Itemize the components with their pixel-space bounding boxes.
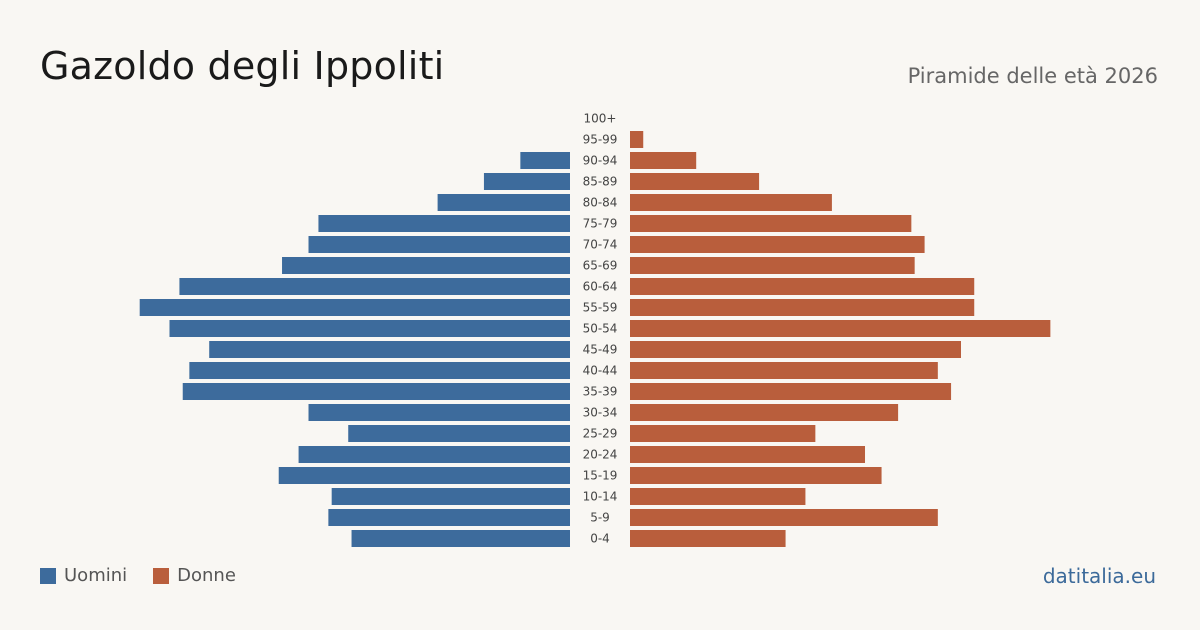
bar-women-45-49 (630, 341, 961, 358)
age-label-20-24: 20-24 (583, 448, 618, 462)
age-label-85-89: 85-89 (583, 175, 618, 189)
bar-women-15-19 (630, 467, 882, 484)
chart-subtitle: Piramide delle età 2026 (907, 64, 1158, 88)
age-label-30-34: 30-34 (583, 406, 618, 420)
bar-men-30-34 (308, 404, 570, 421)
bar-women-10-14 (630, 488, 806, 505)
bar-men-35-39 (182, 383, 571, 400)
age-label-70-74: 70-74 (583, 238, 618, 252)
bar-women-65-69 (630, 257, 915, 274)
bar-men-70-74 (308, 236, 570, 253)
bar-women-80-84 (630, 194, 832, 211)
bar-men-15-19 (278, 467, 570, 484)
age-label-90-94: 90-94 (583, 154, 618, 168)
legend-item-men: Uomini (40, 565, 127, 586)
age-label-80-84: 80-84 (583, 196, 618, 210)
legend-label-men: Uomini (64, 565, 128, 586)
age-label-35-39: 35-39 (583, 385, 618, 399)
bar-women-50-54 (630, 320, 1051, 337)
bar-women-35-39 (630, 383, 952, 400)
bar-men-90-94 (520, 152, 570, 169)
bar-men-5-9 (328, 509, 570, 526)
bar-men-25-29 (348, 425, 570, 442)
bar-men-75-79 (318, 215, 570, 232)
source-link[interactable]: datitalia.eu (1042, 564, 1156, 588)
age-label-25-29: 25-29 (583, 427, 618, 441)
age-label-65-69: 65-69 (583, 259, 618, 273)
bar-women-55-59 (630, 299, 975, 316)
bar-women-95-99 (630, 131, 644, 148)
legend-label-women: Donne (177, 565, 236, 586)
age-label-45-49: 45-49 (583, 343, 618, 357)
bar-women-60-64 (630, 278, 975, 295)
bar-women-75-79 (630, 215, 912, 232)
bar-women-20-24 (630, 446, 866, 463)
bar-women-25-29 (630, 425, 816, 442)
bar-men-80-84 (437, 194, 570, 211)
age-label-5-9: 5-9 (590, 511, 610, 525)
chart-title: Gazoldo degli Ippoliti (40, 44, 445, 88)
bar-men-85-89 (483, 173, 570, 190)
bar-women-85-89 (630, 173, 760, 190)
bar-men-10-14 (331, 488, 570, 505)
legend: Uomini Donne (40, 565, 262, 586)
bar-women-90-94 (630, 152, 697, 169)
age-label-0-4: 0-4 (590, 532, 610, 546)
age-label-95-99: 95-99 (583, 133, 618, 147)
bar-men-45-49 (209, 341, 570, 358)
bar-men-50-54 (169, 320, 571, 337)
legend-swatch-women (153, 567, 170, 584)
bar-women-30-34 (630, 404, 899, 421)
bar-men-60-64 (179, 278, 571, 295)
bar-men-65-69 (282, 257, 570, 274)
age-label-60-64: 60-64 (583, 280, 618, 294)
age-label-10-14: 10-14 (583, 490, 618, 504)
bar-women-0-4 (630, 530, 786, 547)
age-label-55-59: 55-59 (583, 301, 618, 315)
bar-women-5-9 (630, 509, 938, 526)
age-label-100+: 100+ (584, 112, 617, 126)
bar-men-40-44 (189, 362, 570, 379)
legend-item-women: Donne (153, 565, 236, 586)
age-label-40-44: 40-44 (583, 364, 618, 378)
bar-women-70-74 (630, 236, 925, 253)
legend-swatch-men (40, 567, 56, 584)
bar-men-55-59 (139, 299, 570, 316)
bar-men-0-4 (351, 530, 570, 547)
bar-women-40-44 (630, 362, 938, 379)
age-label-50-54: 50-54 (583, 322, 618, 336)
age-label-75-79: 75-79 (583, 217, 618, 231)
age-label-15-19: 15-19 (583, 469, 618, 483)
bar-men-20-24 (298, 446, 570, 463)
